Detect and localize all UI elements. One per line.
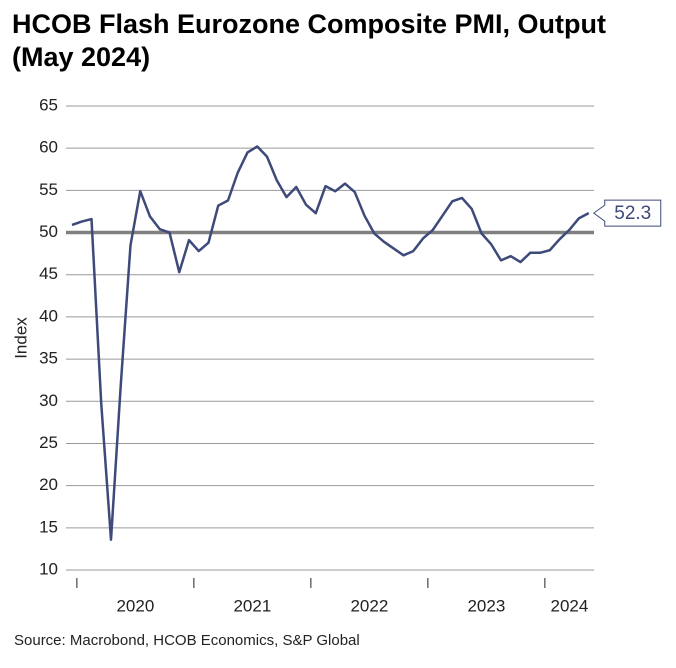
y-tick-label: 40: [39, 306, 58, 325]
y-axis-label: Index: [11, 317, 30, 359]
source: Source: Macrobond, HCOB Economics, S&P G…: [14, 632, 360, 649]
y-tick-label: 25: [39, 433, 58, 452]
y-tick-label: 65: [39, 95, 58, 114]
y-tick-label: 15: [39, 517, 58, 536]
y-tick-label: 20: [39, 475, 58, 494]
y-tick-label: 45: [39, 264, 58, 283]
x-tick-label: 2024: [551, 596, 589, 615]
y-tick-label: 50: [39, 222, 58, 241]
callout-box: [592, 199, 662, 227]
chart-title: HCOB Flash Eurozone Composite PMI, Outpu…: [12, 9, 606, 72]
x-tick-label: 2021: [233, 596, 271, 615]
y-tick-label: 60: [39, 138, 58, 157]
x-tick-label: 2023: [467, 596, 505, 615]
x-tick-label: 2020: [116, 596, 154, 615]
y-tick-label: 55: [39, 180, 58, 199]
y-tick-label: 30: [39, 391, 58, 410]
y-tick-label: 10: [39, 559, 58, 578]
x-tick-label: 2022: [350, 596, 388, 615]
data-line: [71, 145, 590, 541]
y-tick-label: 35: [39, 349, 58, 368]
data-label: 52.3: [614, 203, 651, 224]
